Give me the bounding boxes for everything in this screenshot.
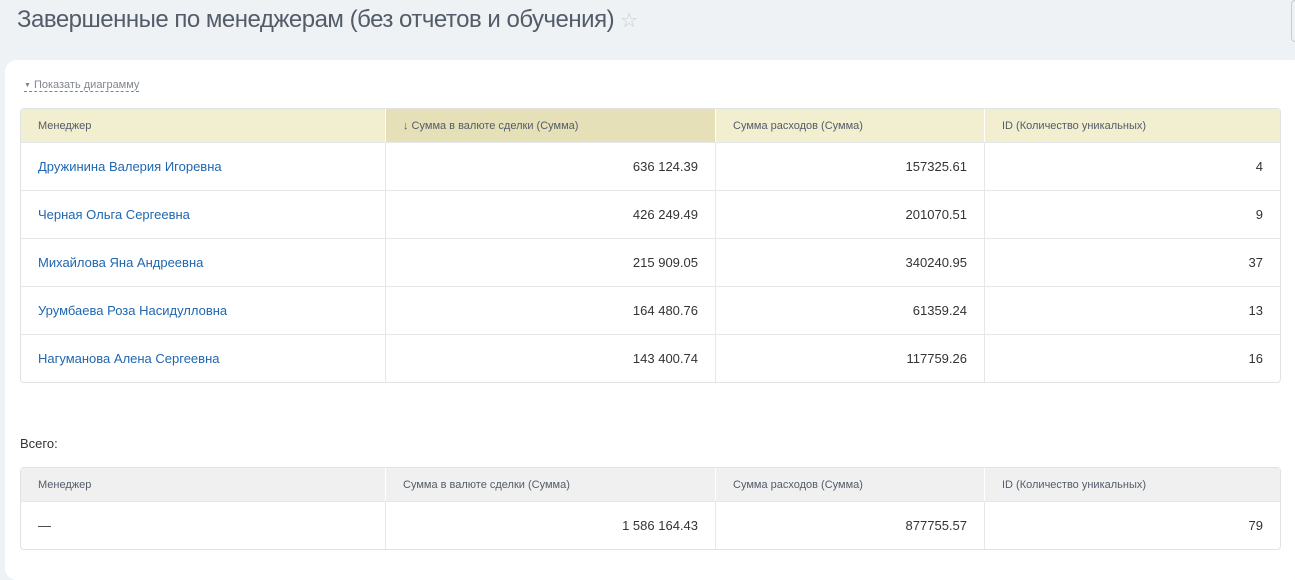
deal-sum-cell: 164 480.76 (386, 286, 716, 334)
deal-sum-cell: 426 249.49 (386, 190, 716, 238)
manager-cell: Дружинина Валерия Игоревна (21, 142, 386, 190)
manager-link[interactable]: Нагуманова Алена Сергеевна (38, 351, 220, 366)
deal-sum-cell: 143 400.74 (386, 334, 716, 382)
id-count-cell: 4 (985, 142, 1280, 190)
column-header-id-count[interactable]: ID (Количество уникальных) (985, 109, 1280, 142)
manager-cell: Урумбаева Роза Насидулловна (21, 286, 386, 334)
totals-header-manager: Менеджер (21, 468, 386, 501)
page-title-text: Завершенные по менеджерам (без отчетов и… (17, 6, 615, 33)
expenses-cell: 117759.26 (716, 334, 985, 382)
deal-sum-cell: 215 909.05 (386, 238, 716, 286)
manager-link[interactable]: Черная Ольга Сергеевна (38, 207, 190, 222)
manager-link[interactable]: Урумбаева Роза Насидулловна (38, 303, 228, 318)
manager-cell: Нагуманова Алена Сергеевна (21, 334, 386, 382)
id-count-cell: 16 (985, 334, 1280, 382)
manager-link[interactable]: Михайлова Яна Андреевна (38, 255, 204, 270)
expenses-cell: 201070.51 (716, 190, 985, 238)
totals-manager: — (21, 501, 386, 549)
manager-cell: Михайлова Яна Андреевна (21, 238, 386, 286)
totals-row: — 1 586 164.43 877755.57 79 (21, 501, 1280, 549)
column-header-manager[interactable]: Менеджер (21, 109, 386, 142)
triangle-down-icon: ▼ (24, 81, 31, 89)
page-title: Завершенные по менеджерам (без отчетов и… (17, 6, 638, 34)
column-header-expenses[interactable]: Сумма расходов (Сумма) (716, 109, 985, 142)
id-count-cell: 9 (985, 190, 1280, 238)
column-header-deal-sum[interactable]: ↓ Сумма в валюте сделки (Сумма) (386, 109, 716, 142)
totals-deal-sum: 1 586 164.43 (386, 501, 716, 549)
edge-button[interactable] (1291, 0, 1295, 42)
totals-header-deal-sum: Сумма в валюте сделки (Сумма) (386, 468, 716, 501)
deal-sum-cell: 636 124.39 (386, 142, 716, 190)
totals-label: Всего: (20, 436, 58, 451)
expenses-cell: 340240.95 (716, 238, 985, 286)
show-chart-label: Показать диаграмму (33, 79, 140, 91)
expenses-cell: 61359.24 (716, 286, 985, 334)
table-row: Дружинина Валерия Игоревна 636 124.39 1573… (21, 142, 1280, 190)
show-chart-toggle[interactable]: ▼ Показать диаграмму (24, 79, 140, 92)
id-count-cell: 13 (985, 286, 1280, 334)
totals-header-id-count: ID (Количество уникальных) (985, 468, 1280, 501)
totals-header-expenses: Сумма расходов (Сумма) (716, 468, 985, 501)
manager-link[interactable]: Дружинина Валерия Игоревна (38, 159, 222, 174)
totals-id-count: 79 (985, 501, 1280, 549)
id-count-cell: 37 (985, 238, 1280, 286)
table-row: Нагуманова Алена Сергеевна 143 400.74 1177… (21, 334, 1280, 382)
totals-table: Менеджер Сумма в валюте сделки (Сумма) С… (20, 467, 1281, 550)
star-icon[interactable]: ☆ (620, 10, 638, 32)
report-table: Менеджер ↓ Сумма в валюте сделки (Сумма)… (20, 108, 1281, 383)
table-row: Черная Ольга Сергеевна 426 249.49 201070.5… (21, 190, 1280, 238)
table-row: Урумбаева Роза Насидулловна 164 480.76 613… (21, 286, 1280, 334)
table-row: Михайлова Яна Андреевна 215 909.05 340240.… (21, 238, 1280, 286)
expenses-cell: 157325.61 (716, 142, 985, 190)
totals-expenses: 877755.57 (716, 501, 985, 549)
manager-cell: Черная Ольга Сергеевна (21, 190, 386, 238)
